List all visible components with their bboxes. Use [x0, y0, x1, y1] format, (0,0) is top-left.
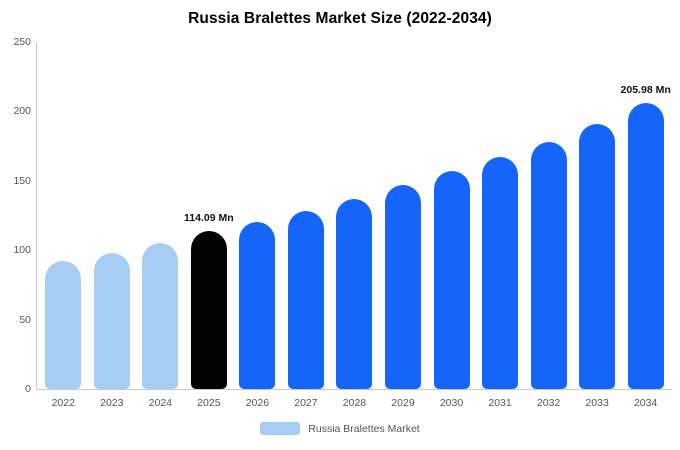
- x-axis-label-2022: 2022: [51, 397, 75, 409]
- y-tick-label: 250: [13, 36, 31, 48]
- bar-slot-2031: 2031: [482, 42, 519, 409]
- legend-swatch-icon: [260, 422, 301, 435]
- bar-series: 2022 2023 2024 114.09 Mn 2025 2026 2027 2028 202…: [37, 42, 672, 409]
- bar-slot-2027: 2027: [287, 42, 324, 409]
- bar-slot-2023: 2023: [93, 42, 130, 409]
- bar-2023: [93, 252, 130, 389]
- bar-2030: [433, 171, 470, 389]
- chart-title: Russia Bralettes Market Size (2022-2034): [188, 10, 492, 27]
- bar-slot-2025: 114.09 Mn 2025: [184, 42, 234, 409]
- x-axis-label-2034: 2034: [633, 397, 658, 409]
- x-axis-label-2030: 2030: [439, 397, 464, 409]
- x-axis-label-2031: 2031: [488, 397, 512, 409]
- y-tick-label: 200: [13, 105, 31, 118]
- bar-slot-2024: 2024: [142, 42, 179, 409]
- bar-slot-2030: 2030: [433, 42, 470, 409]
- y-tick-label: 50: [19, 313, 31, 326]
- y-tick-label: 100: [13, 244, 31, 257]
- bar-2032: [530, 141, 567, 389]
- bar-2031: [482, 157, 519, 389]
- bar-slot-2029: 2029: [384, 42, 421, 409]
- bar-slot-2028: 2028: [336, 42, 373, 409]
- x-axis-label-2032: 2032: [536, 397, 561, 409]
- x-axis-label-2028: 2028: [342, 397, 367, 409]
- x-axis-label-2033: 2033: [585, 397, 609, 409]
- x-axis-label-2029: 2029: [391, 397, 415, 409]
- bar-2029: [384, 184, 421, 389]
- bar-slot-2033: 2033: [579, 42, 616, 409]
- bar-2027: [287, 211, 324, 389]
- bar-slot-2034: 205.98 Mn 2034: [621, 42, 671, 409]
- bar-2034: [627, 103, 664, 389]
- legend-label: Russia Bralettes Market: [308, 422, 420, 435]
- bar-slot-2026: 2026: [239, 42, 276, 409]
- x-axis-label-2023: 2023: [100, 397, 124, 409]
- bar-slot-2022: 2022: [45, 42, 82, 409]
- x-axis-label-2026: 2026: [245, 397, 270, 409]
- x-axis-label-2024: 2024: [148, 397, 173, 409]
- data-label-2025: 114.09 Mn: [184, 211, 234, 224]
- bar-2022: [45, 261, 82, 389]
- bar-2028: [336, 198, 373, 389]
- bar-2025: [190, 230, 227, 389]
- bar-2033: [579, 123, 616, 389]
- plot-area: 0 50 100 150 200 250 2022 2023 2024 114.09 Mn 202…: [13, 36, 672, 409]
- bar-2024: [142, 243, 179, 389]
- x-axis-label-2025: 2025: [197, 397, 221, 409]
- y-tick-label: 150: [13, 174, 31, 187]
- bar-2026: [239, 222, 276, 389]
- y-tick-label: 0: [25, 383, 31, 395]
- data-label-2034: 205.98 Mn: [620, 84, 671, 97]
- x-axis-label-2027: 2027: [294, 397, 318, 409]
- bar-slot-2032: 2032: [530, 42, 567, 409]
- legend: Russia Bralettes Market: [0, 422, 680, 435]
